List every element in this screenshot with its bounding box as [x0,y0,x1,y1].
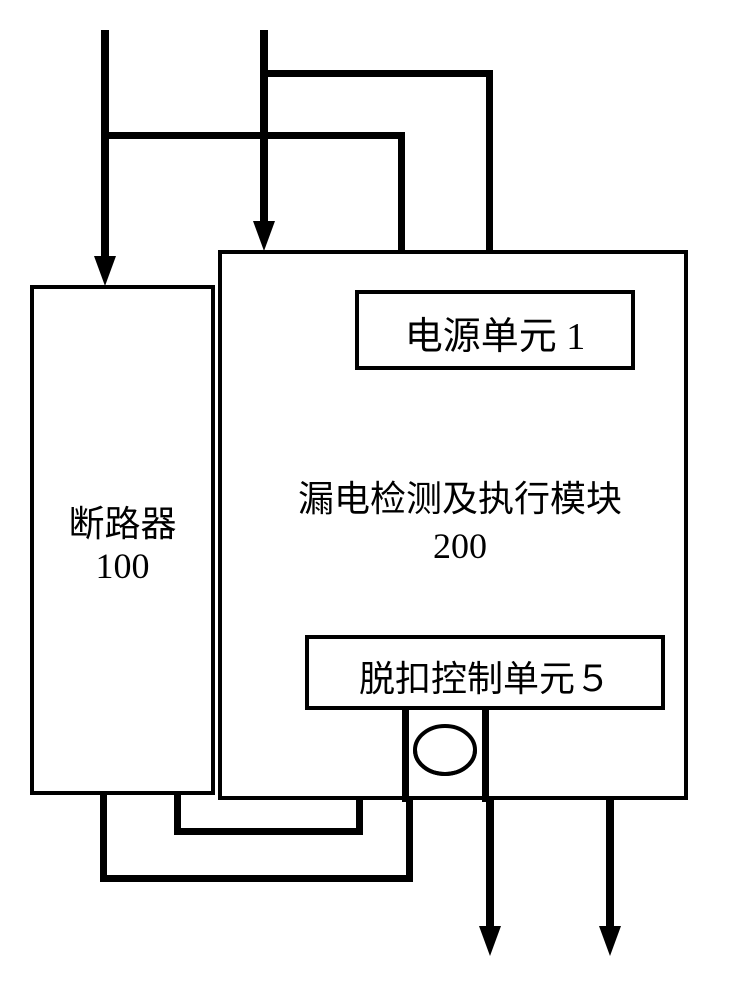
top-wire-h-right [267,70,493,77]
bottom-left-down [100,795,107,881]
input-arrow-right-head [253,221,275,251]
output-arrow-right-head [599,926,621,956]
internal-v2-over [482,710,489,802]
output-arrow-left-line [486,800,494,930]
breaker-label-1: 断路器 [30,495,215,547]
internal-v1-over [402,710,409,802]
input-arrow-left-line [101,30,109,260]
power-unit-label: 电源单元 1 [355,305,635,360]
breaker-label-2: 100 [30,545,215,587]
input-arrow-left-head [94,256,116,286]
bottom-left-up [406,800,413,882]
top-wire-v-left [398,132,405,252]
bottom-inner-h [174,828,363,835]
output-arrow-left-head [479,926,501,956]
leakage-module-label-1: 漏电检测及执行模块 [235,470,685,522]
diagram-canvas: 断路器 100 漏电检测及执行模块 200 电源单元 1 脱扣控制单元５ [0,0,733,1000]
ct-ring-front [411,722,479,778]
trip-control-label: 脱扣控制单元５ [305,650,665,702]
bottom-inner-up [356,800,363,835]
top-wire-v-right [486,70,493,252]
top-wire-h-left [108,132,405,139]
bottom-left-h [100,875,413,882]
output-arrow-right-line [606,800,614,930]
input-arrow-right-line [260,30,268,225]
leakage-module-label-2: 200 [235,525,685,567]
